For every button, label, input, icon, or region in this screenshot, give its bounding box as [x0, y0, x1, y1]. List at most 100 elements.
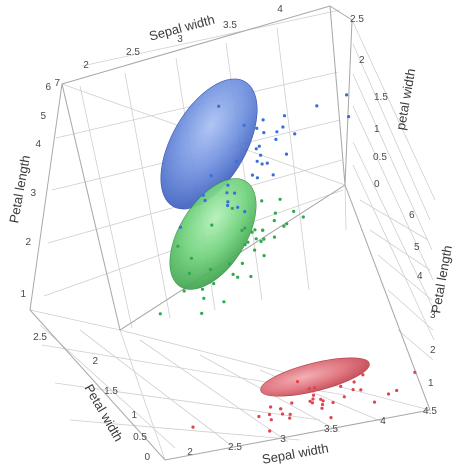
data-point[interactable]: [242, 123, 246, 127]
data-point[interactable]: [255, 126, 259, 130]
data-point[interactable]: [311, 397, 315, 401]
data-point[interactable]: [261, 118, 265, 122]
data-point[interactable]: [226, 200, 230, 204]
data-point[interactable]: [268, 429, 272, 433]
data-point[interactable]: [295, 380, 300, 384]
data-point[interactable]: [243, 210, 247, 214]
data-point[interactable]: [255, 176, 259, 180]
data-point[interactable]: [254, 147, 258, 151]
data-point[interactable]: [210, 223, 214, 227]
data-point[interactable]: [361, 373, 365, 377]
data-point[interactable]: [273, 211, 277, 215]
data-point[interactable]: [339, 384, 343, 388]
data-point[interactable]: [372, 400, 377, 404]
data-point[interactable]: [347, 115, 351, 119]
data-point[interactable]: [315, 104, 319, 108]
data-point[interactable]: [259, 239, 263, 244]
data-point[interactable]: [234, 159, 239, 164]
data-point[interactable]: [282, 224, 286, 228]
data-point[interactable]: [200, 287, 205, 291]
data-point[interactable]: [331, 400, 335, 405]
data-point[interactable]: [320, 402, 325, 407]
data-point[interactable]: [212, 282, 216, 286]
data-point[interactable]: [246, 240, 250, 244]
data-point[interactable]: [307, 387, 311, 391]
data-point[interactable]: [233, 191, 237, 195]
data-point[interactable]: [254, 237, 258, 241]
data-point[interactable]: [310, 401, 315, 405]
data-point[interactable]: [226, 203, 230, 208]
data-point[interactable]: [158, 312, 162, 316]
data-point[interactable]: [227, 262, 232, 266]
data-point[interactable]: [271, 173, 275, 177]
data-point[interactable]: [269, 418, 273, 422]
data-point[interactable]: [272, 235, 277, 239]
data-point[interactable]: [250, 230, 254, 234]
data-point[interactable]: [272, 219, 276, 223]
data-point[interactable]: [288, 412, 292, 416]
data-point[interactable]: [225, 191, 229, 195]
data-point[interactable]: [342, 395, 346, 399]
data-point[interactable]: [257, 414, 261, 419]
data-point[interactable]: [255, 159, 259, 163]
data-point[interactable]: [329, 416, 333, 420]
data-point[interactable]: [200, 311, 204, 315]
data-point[interactable]: [269, 405, 273, 409]
data-point[interactable]: [293, 132, 297, 136]
data-point[interactable]: [260, 199, 264, 203]
data-point[interactable]: [285, 222, 289, 226]
data-point[interactable]: [240, 261, 244, 265]
data-point[interactable]: [243, 226, 247, 230]
data-point[interactable]: [231, 272, 235, 276]
data-point[interactable]: [243, 243, 247, 247]
data-point[interactable]: [262, 131, 266, 135]
data-point[interactable]: [226, 183, 230, 187]
ellipsoid-red[interactable]: [257, 350, 372, 404]
data-point[interactable]: [261, 228, 265, 232]
data-point[interactable]: [230, 206, 234, 210]
data-point[interactable]: [282, 114, 287, 118]
data-point[interactable]: [262, 237, 266, 241]
data-point[interactable]: [257, 144, 261, 148]
data-point[interactable]: [281, 125, 285, 129]
data-point[interactable]: [313, 386, 317, 390]
data-point[interactable]: [321, 399, 325, 403]
data-point[interactable]: [182, 289, 186, 293]
data-point[interactable]: [201, 193, 205, 197]
data-point[interactable]: [278, 197, 282, 201]
data-point[interactable]: [189, 256, 194, 260]
data-point[interactable]: [240, 228, 244, 232]
data-point[interactable]: [279, 407, 283, 411]
data-point[interactable]: [319, 397, 323, 401]
data-point[interactable]: [187, 271, 191, 275]
data-point[interactable]: [288, 416, 292, 420]
data-point[interactable]: [267, 412, 272, 417]
data-point[interactable]: [249, 274, 253, 279]
data-point[interactable]: [284, 152, 289, 156]
data-point[interactable]: [395, 388, 399, 393]
data-point[interactable]: [308, 399, 312, 403]
data-point[interactable]: [386, 392, 391, 396]
data-point[interactable]: [345, 93, 349, 97]
data-point[interactable]: [253, 248, 257, 252]
data-point[interactable]: [217, 104, 221, 108]
data-point[interactable]: [236, 275, 240, 279]
data-point[interactable]: [275, 130, 279, 134]
data-point[interactable]: [191, 425, 195, 429]
data-point[interactable]: [203, 198, 207, 203]
data-point[interactable]: [222, 300, 226, 304]
data-point[interactable]: [209, 174, 213, 178]
data-point[interactable]: [236, 205, 240, 209]
ellipsoid-green[interactable]: [152, 164, 274, 304]
data-point[interactable]: [301, 215, 305, 219]
data-point[interactable]: [209, 267, 213, 271]
data-point[interactable]: [274, 137, 278, 141]
data-point[interactable]: [253, 228, 257, 232]
data-point[interactable]: [320, 406, 324, 410]
ellipsoid-blue[interactable]: [141, 63, 277, 225]
data-point[interactable]: [250, 173, 255, 177]
data-point[interactable]: [280, 412, 285, 416]
data-point[interactable]: [262, 254, 266, 258]
data-point[interactable]: [413, 370, 417, 374]
data-point[interactable]: [260, 162, 264, 166]
